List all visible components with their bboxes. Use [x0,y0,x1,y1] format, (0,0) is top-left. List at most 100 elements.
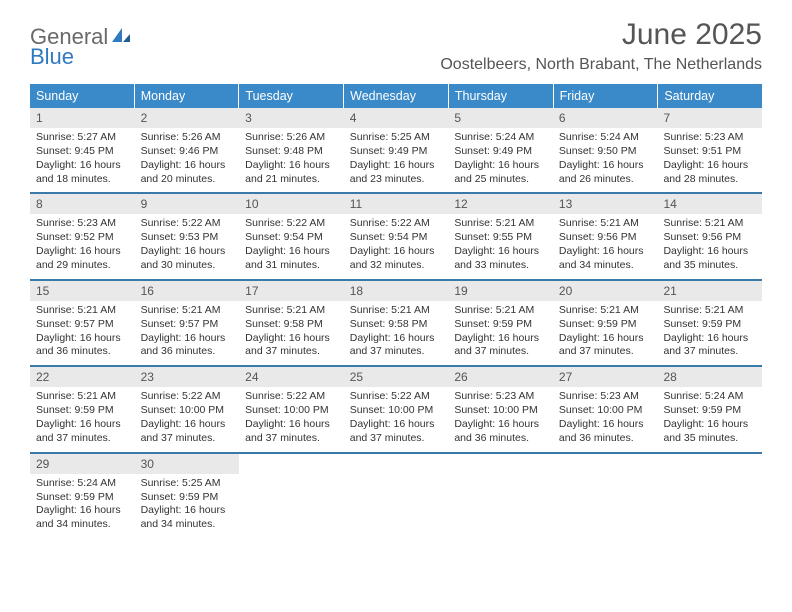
calendar: SundayMondayTuesdayWednesdayThursdayFrid… [30,84,762,538]
sunrise-text: Sunrise: 5:21 AM [36,304,129,318]
daylight-text: Daylight: 16 hours and 31 minutes. [245,245,338,273]
day-cell: 25Sunrise: 5:22 AMSunset: 10:00 PMDaylig… [344,367,449,451]
daylight-text: Daylight: 16 hours and 37 minutes. [559,332,652,360]
day-body: Sunrise: 5:24 AMSunset: 9:49 PMDaylight:… [448,128,553,192]
day-number: 7 [657,108,762,128]
sunset-text: Sunset: 10:00 PM [141,404,234,418]
sunset-text: Sunset: 9:55 PM [454,231,547,245]
day-number: 10 [239,194,344,214]
sunrise-text: Sunrise: 5:24 AM [36,477,129,491]
day-body: Sunrise: 5:24 AMSunset: 9:50 PMDaylight:… [553,128,658,192]
daylight-text: Daylight: 16 hours and 35 minutes. [663,418,756,446]
day-cell: 8Sunrise: 5:23 AMSunset: 9:52 PMDaylight… [30,194,135,278]
day-cell [448,454,553,538]
daylight-text: Daylight: 16 hours and 37 minutes. [245,418,338,446]
day-cell [344,454,449,538]
sunrise-text: Sunrise: 5:23 AM [36,217,129,231]
day-number: 19 [448,281,553,301]
day-body: Sunrise: 5:23 AMSunset: 9:51 PMDaylight:… [657,128,762,192]
day-cell: 10Sunrise: 5:22 AMSunset: 9:54 PMDayligh… [239,194,344,278]
sunset-text: Sunset: 10:00 PM [559,404,652,418]
day-cell [657,454,762,538]
day-number: 3 [239,108,344,128]
header: General Blue June 2025 Oostelbeers, Nort… [0,0,792,78]
sunrise-text: Sunrise: 5:26 AM [141,131,234,145]
location: Oostelbeers, North Brabant, The Netherla… [440,56,762,74]
sunset-text: Sunset: 9:56 PM [663,231,756,245]
week-row: 22Sunrise: 5:21 AMSunset: 9:59 PMDayligh… [30,365,762,451]
day-number: 13 [553,194,658,214]
day-cell: 23Sunrise: 5:22 AMSunset: 10:00 PMDaylig… [135,367,240,451]
day-header-row: SundayMondayTuesdayWednesdayThursdayFrid… [30,84,762,108]
day-number: 29 [30,454,135,474]
day-header: Thursday [449,84,554,108]
day-body: Sunrise: 5:21 AMSunset: 9:58 PMDaylight:… [239,301,344,365]
day-body: Sunrise: 5:21 AMSunset: 9:58 PMDaylight:… [344,301,449,365]
daylight-text: Daylight: 16 hours and 20 minutes. [141,159,234,187]
day-body: Sunrise: 5:21 AMSunset: 9:57 PMDaylight:… [30,301,135,365]
day-body: Sunrise: 5:22 AMSunset: 9:53 PMDaylight:… [135,214,240,278]
sunset-text: Sunset: 9:57 PM [36,318,129,332]
day-cell: 6Sunrise: 5:24 AMSunset: 9:50 PMDaylight… [553,108,658,192]
sunset-text: Sunset: 9:50 PM [559,145,652,159]
day-number: 24 [239,367,344,387]
sunrise-text: Sunrise: 5:22 AM [141,217,234,231]
day-body: Sunrise: 5:24 AMSunset: 9:59 PMDaylight:… [30,474,135,538]
day-cell: 15Sunrise: 5:21 AMSunset: 9:57 PMDayligh… [30,281,135,365]
day-cell: 9Sunrise: 5:22 AMSunset: 9:53 PMDaylight… [135,194,240,278]
day-cell: 24Sunrise: 5:22 AMSunset: 10:00 PMDaylig… [239,367,344,451]
day-number: 30 [135,454,240,474]
day-number: 21 [657,281,762,301]
week-row: 1Sunrise: 5:27 AMSunset: 9:45 PMDaylight… [30,108,762,192]
day-cell: 12Sunrise: 5:21 AMSunset: 9:55 PMDayligh… [448,194,553,278]
daylight-text: Daylight: 16 hours and 36 minutes. [454,418,547,446]
day-body: Sunrise: 5:23 AMSunset: 10:00 PMDaylight… [553,387,658,451]
daylight-text: Daylight: 16 hours and 21 minutes. [245,159,338,187]
sunrise-text: Sunrise: 5:23 AM [663,131,756,145]
day-number: 5 [448,108,553,128]
day-body: Sunrise: 5:21 AMSunset: 9:59 PMDaylight:… [448,301,553,365]
sunrise-text: Sunrise: 5:21 AM [350,304,443,318]
sunset-text: Sunset: 9:56 PM [559,231,652,245]
daylight-text: Daylight: 16 hours and 25 minutes. [454,159,547,187]
day-header: Wednesday [344,84,449,108]
sunset-text: Sunset: 10:00 PM [454,404,547,418]
sunset-text: Sunset: 9:49 PM [350,145,443,159]
day-cell: 19Sunrise: 5:21 AMSunset: 9:59 PMDayligh… [448,281,553,365]
month-title: June 2025 [440,18,762,52]
sunrise-text: Sunrise: 5:22 AM [245,390,338,404]
sunrise-text: Sunrise: 5:21 AM [245,304,338,318]
day-header: Friday [554,84,659,108]
day-number: 22 [30,367,135,387]
day-number: 23 [135,367,240,387]
sunset-text: Sunset: 9:59 PM [454,318,547,332]
day-number: 20 [553,281,658,301]
sunrise-text: Sunrise: 5:23 AM [559,390,652,404]
daylight-text: Daylight: 16 hours and 28 minutes. [663,159,756,187]
daylight-text: Daylight: 16 hours and 26 minutes. [559,159,652,187]
day-number: 4 [344,108,449,128]
sunset-text: Sunset: 9:59 PM [36,404,129,418]
daylight-text: Daylight: 16 hours and 37 minutes. [350,332,443,360]
day-body: Sunrise: 5:21 AMSunset: 9:57 PMDaylight:… [135,301,240,365]
day-body: Sunrise: 5:23 AMSunset: 10:00 PMDaylight… [448,387,553,451]
sunrise-text: Sunrise: 5:24 AM [454,131,547,145]
sunset-text: Sunset: 10:00 PM [350,404,443,418]
day-cell: 17Sunrise: 5:21 AMSunset: 9:58 PMDayligh… [239,281,344,365]
day-number: 12 [448,194,553,214]
day-number: 6 [553,108,658,128]
daylight-text: Daylight: 16 hours and 37 minutes. [663,332,756,360]
day-body: Sunrise: 5:21 AMSunset: 9:56 PMDaylight:… [553,214,658,278]
sunrise-text: Sunrise: 5:23 AM [454,390,547,404]
sunrise-text: Sunrise: 5:21 AM [559,304,652,318]
sunrise-text: Sunrise: 5:21 AM [663,217,756,231]
day-cell: 4Sunrise: 5:25 AMSunset: 9:49 PMDaylight… [344,108,449,192]
day-cell: 16Sunrise: 5:21 AMSunset: 9:57 PMDayligh… [135,281,240,365]
day-header: Monday [135,84,240,108]
daylight-text: Daylight: 16 hours and 32 minutes. [350,245,443,273]
sunrise-text: Sunrise: 5:21 AM [663,304,756,318]
day-cell: 2Sunrise: 5:26 AMSunset: 9:46 PMDaylight… [135,108,240,192]
day-body: Sunrise: 5:24 AMSunset: 9:59 PMDaylight:… [657,387,762,451]
sunset-text: Sunset: 9:48 PM [245,145,338,159]
day-number: 1 [30,108,135,128]
